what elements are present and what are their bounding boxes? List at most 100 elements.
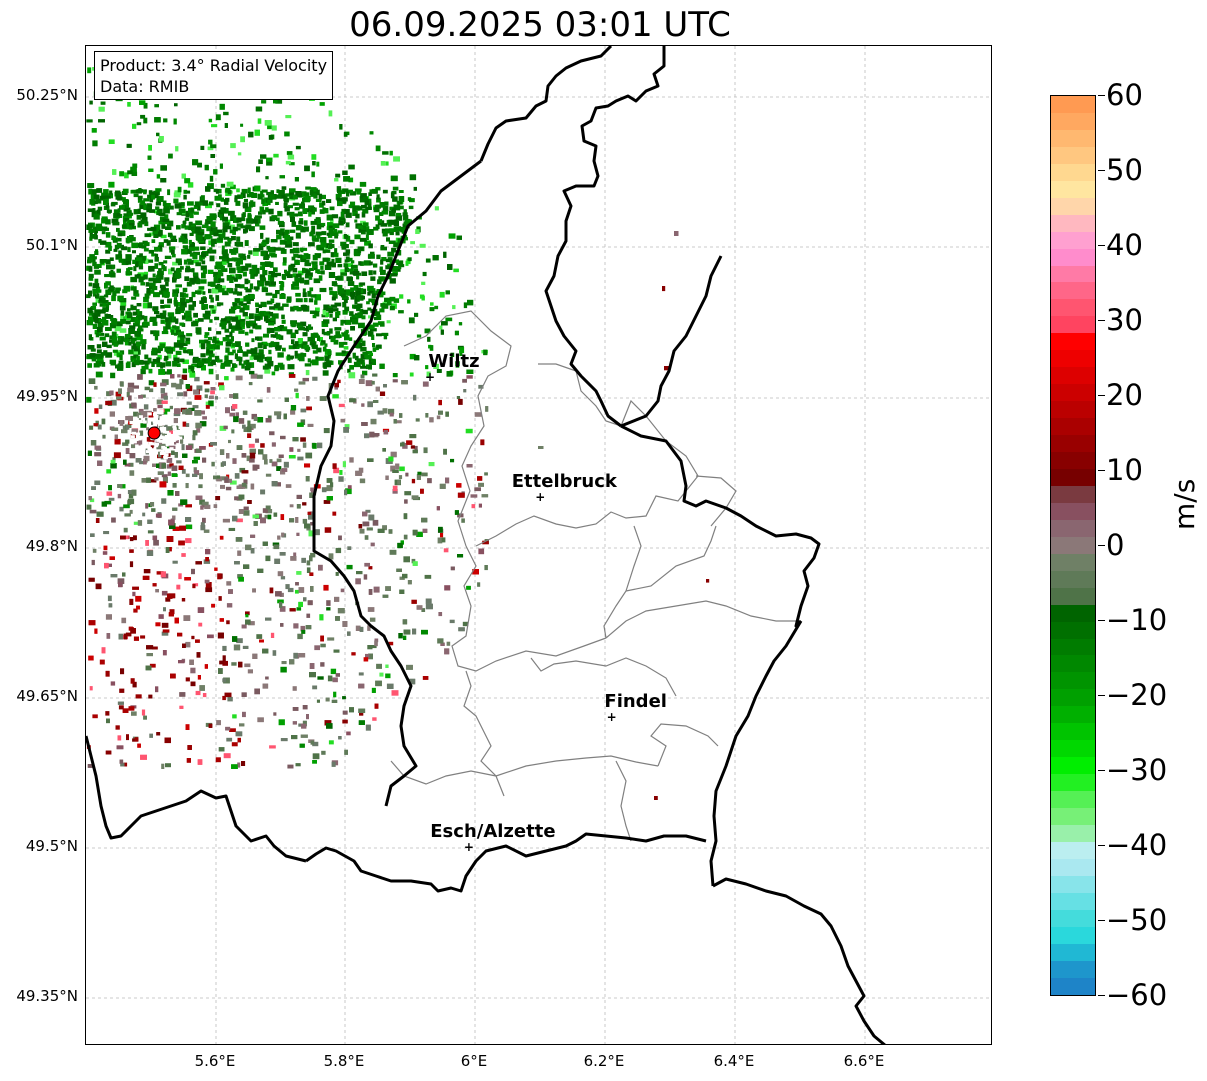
- echo-pixel: [138, 415, 143, 419]
- echo-pixel: [437, 638, 444, 644]
- echo-pixel: [344, 319, 352, 325]
- echo-pixel: [232, 291, 239, 295]
- echo-pixel: [314, 529, 320, 536]
- echo-pixel: [138, 316, 142, 321]
- echo-pixel: [267, 125, 272, 130]
- echo-pixel: [344, 749, 348, 755]
- map-panel[interactable]: + Wiltz + Ettelbruck + Findel + Esch/Alzette: [85, 45, 992, 1045]
- echo-pixel: [405, 472, 409, 477]
- echo-pixel: [162, 310, 167, 316]
- echo-pixel: [381, 257, 387, 262]
- echo-pixel: [88, 290, 92, 297]
- echo-pixel: [174, 408, 181, 414]
- echo-pixel: [289, 195, 293, 200]
- echo-pixel: [149, 663, 156, 668]
- echo-pixel: [223, 199, 229, 205]
- echo-pixel: [365, 653, 370, 659]
- echo-pixel: [301, 557, 306, 563]
- echo-pixel: [97, 460, 103, 466]
- echo-pixel: [200, 353, 206, 358]
- echo-pixel: [282, 274, 287, 280]
- echo-pixel: [138, 263, 143, 267]
- echo-pixel: [218, 596, 222, 601]
- echo-pixel: [201, 272, 206, 279]
- echo-pixel: [260, 233, 264, 239]
- echo-pixel: [87, 363, 92, 368]
- echo-pixel: [393, 298, 400, 303]
- echo-pixel: [380, 323, 385, 327]
- echo-pixel: [124, 339, 130, 343]
- echo-pixel: [98, 404, 103, 409]
- echo-pixel: [268, 135, 273, 140]
- echo-pixel: [241, 265, 249, 271]
- echo-pixel: [343, 176, 350, 182]
- echo-pixel: [160, 451, 165, 455]
- echo-pixel: [238, 359, 242, 366]
- echo-pixel: [138, 395, 143, 399]
- echo-pixel: [148, 190, 153, 195]
- echo-pixel: [316, 189, 320, 196]
- echo-pixel: [86, 320, 93, 326]
- echo-pixel: [322, 346, 327, 352]
- echo-pixel: [199, 339, 206, 344]
- echo-pixel: [373, 207, 380, 213]
- echo-pixel: [102, 301, 107, 307]
- echo-pixel: [392, 489, 398, 494]
- echo-pixel: [326, 199, 332, 203]
- echo-pixel: [388, 210, 396, 217]
- echo-pixel: [282, 262, 287, 266]
- echo-pixel: [328, 740, 334, 745]
- echo-pixel: [98, 318, 105, 323]
- echo-pixel: [104, 274, 111, 278]
- echo-pixel: [158, 614, 164, 619]
- lon-tick: 5.6°E: [194, 1052, 236, 1070]
- echo-pixel: [259, 206, 265, 213]
- echo-pixel: [148, 168, 154, 172]
- echo-pixel: [233, 247, 239, 254]
- lat-tick: 50.1°N: [25, 236, 78, 254]
- echo-pixel: [389, 150, 393, 156]
- echo-pixel: [349, 239, 355, 245]
- echo-pixel: [168, 316, 172, 322]
- echo-pixel: [175, 308, 181, 315]
- echo-pixel: [143, 204, 148, 211]
- echo-pixel: [103, 350, 108, 356]
- echo-pixel: [273, 98, 278, 104]
- echo-pixel: [315, 198, 322, 202]
- echo-pixel: [148, 368, 153, 374]
- echo-pixel: [253, 355, 261, 360]
- echo-pixel: [105, 195, 111, 199]
- echo-pixel: [172, 289, 180, 294]
- echo-pixel: [156, 444, 163, 450]
- echo-pixel: [278, 247, 285, 251]
- echo-pixel: [253, 248, 261, 252]
- echo-pixel: [191, 268, 195, 273]
- echo-pixel: [162, 650, 167, 656]
- echo-pixel: [337, 191, 342, 197]
- echo-pixel: [372, 373, 378, 377]
- city-label: Findel: [604, 691, 667, 712]
- echo-pixel: [124, 172, 129, 179]
- echo-pixel: [187, 349, 193, 354]
- echo-pixel: [249, 355, 254, 361]
- colorbar-band: [1051, 163, 1095, 181]
- echo-pixel: [217, 359, 223, 363]
- echo-pixel: [333, 691, 337, 698]
- echo-pixel: [126, 268, 131, 274]
- echo-pixel: [197, 318, 204, 322]
- echo-pixel: [88, 316, 94, 322]
- echo-pixel: [219, 163, 223, 169]
- echo-pixel: [412, 449, 418, 454]
- echo-pixel: [132, 343, 137, 347]
- echo-pixel: [275, 591, 282, 597]
- echo-pixel: [185, 310, 192, 316]
- echo-pixel: [101, 231, 106, 235]
- echo-pixel: [210, 297, 214, 303]
- echo-pixel: [274, 558, 281, 564]
- echo-pixel: [379, 308, 385, 313]
- echo-pixel: [154, 311, 160, 315]
- echo-pixel: [206, 341, 211, 347]
- echo-pixel: [357, 312, 363, 319]
- echo-pixel: [347, 485, 352, 489]
- echo-pixel: [144, 293, 150, 299]
